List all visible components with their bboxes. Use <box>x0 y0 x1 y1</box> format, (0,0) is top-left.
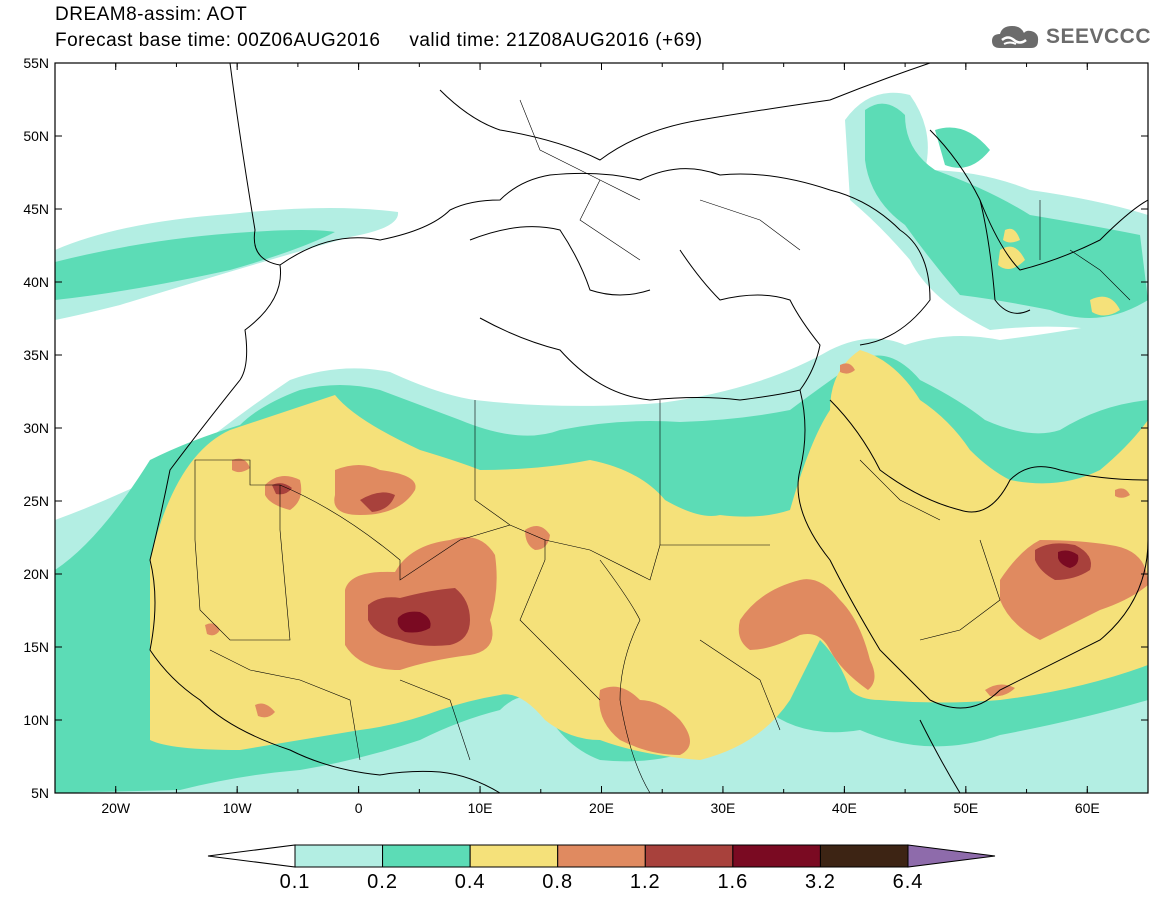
colorbar-box <box>732 844 821 868</box>
colorbar-level-label: 6.4 <box>892 871 924 893</box>
lat-tick-label: 30N <box>23 420 49 436</box>
colorbar-level-label: 0.4 <box>454 871 486 893</box>
colorbar-level-label: 0.2 <box>367 871 398 893</box>
axis-ticks: 20W 10W 0 10E 20E 30E 40E 50E 60E 55N 50N 45N 40N 35N… <box>23 55 1149 816</box>
lon-tick-label: 10W <box>223 800 253 816</box>
lat-tick-label: 40N <box>23 274 49 290</box>
lat-tick-label: 50N <box>23 128 49 144</box>
colorbar-level-label: 1.2 <box>629 871 661 893</box>
lat-tick-label: 45N <box>23 201 49 217</box>
lat-tick-label: 10N <box>23 712 49 728</box>
lat-tick-label: 15N <box>23 639 49 655</box>
map-title: DREAM8-assim: AOT <box>55 4 248 25</box>
lat-tick-label: 25N <box>23 493 49 509</box>
cloud-icon <box>991 26 1039 48</box>
colorbar-level-label: 1.6 <box>717 871 749 893</box>
colorbar-box <box>294 844 384 868</box>
colorbar-min-triangle <box>207 844 296 868</box>
forecast-times: Forecast base time: 00Z06AUG2016 valid t… <box>55 30 703 51</box>
colorbar-level-label: 0.8 <box>542 871 574 893</box>
colorbar-max-triangle <box>907 844 996 868</box>
lat-tick-label: 5N <box>31 785 49 801</box>
lon-tick-label: 10E <box>468 800 493 816</box>
colorbar-box <box>557 844 646 868</box>
lon-tick-label: 20W <box>101 800 131 816</box>
lon-tick-label: 50E <box>953 800 978 816</box>
colorbar-box <box>644 844 734 868</box>
colorbar-box <box>819 844 909 868</box>
lon-tick-label: 60E <box>1075 800 1100 816</box>
colorbar-level-label: 3.2 <box>805 871 836 893</box>
lat-tick-label: 35N <box>23 347 49 363</box>
lon-tick-label: 0 <box>355 800 363 816</box>
aot-fields <box>55 92 1148 793</box>
colorbar-level-label: 0.1 <box>279 871 311 893</box>
seevccc-logo: SEEVCCC <box>990 22 1151 52</box>
colorbar-box <box>382 844 471 868</box>
colorbar <box>207 844 996 868</box>
lat-tick-label: 55N <box>23 55 49 71</box>
colorbar-box <box>469 844 559 868</box>
logo-text: SEEVCCC <box>1045 25 1151 48</box>
lat-tick-label: 20N <box>23 566 49 582</box>
aot-level-1.6 <box>397 550 1079 633</box>
country-borders <box>194 99 1131 793</box>
lon-tick-label: 30E <box>710 800 735 816</box>
lon-tick-label: 40E <box>832 800 857 816</box>
lon-tick-label: 20E <box>589 800 614 816</box>
coastlines <box>149 63 1148 793</box>
